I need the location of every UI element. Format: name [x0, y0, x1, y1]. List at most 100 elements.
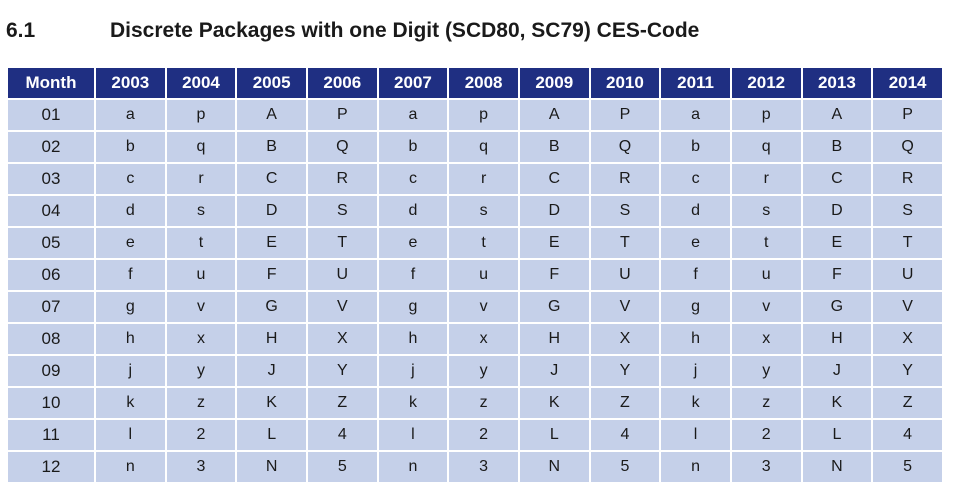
code-cell: K	[519, 388, 589, 418]
code-cell: Y	[873, 356, 942, 386]
column-header-year: 2004	[166, 68, 236, 98]
code-cell: T	[873, 228, 942, 258]
code-cell: H	[519, 324, 589, 354]
column-header-year: 2012	[731, 68, 801, 98]
code-cell: k	[661, 388, 730, 418]
code-cell: D	[802, 196, 872, 226]
code-cell: C	[237, 164, 306, 194]
month-cell: 01	[8, 100, 94, 130]
code-cell: r	[731, 164, 801, 194]
code-cell: E	[802, 228, 872, 258]
code-cell: e	[661, 228, 730, 258]
code-cell: a	[378, 100, 448, 130]
code-cell: G	[802, 292, 872, 322]
code-cell: s	[166, 196, 236, 226]
month-cell: 08	[8, 324, 94, 354]
code-cell: C	[802, 164, 872, 194]
code-cell: q	[731, 132, 801, 162]
code-cell: K	[802, 388, 872, 418]
column-header-year: 2006	[307, 68, 377, 98]
code-cell: Y	[307, 356, 377, 386]
code-cell: p	[449, 100, 518, 130]
code-cell: 3	[731, 452, 801, 482]
code-cell: L	[237, 420, 306, 450]
code-cell: u	[166, 260, 236, 290]
code-cell: V	[590, 292, 660, 322]
code-cell: c	[378, 164, 448, 194]
section-number: 6.1	[6, 19, 36, 42]
code-cell: Z	[590, 388, 660, 418]
code-cell: 3	[449, 452, 518, 482]
column-header-year: 2003	[96, 68, 165, 98]
code-cell: l	[96, 420, 165, 450]
code-cell: b	[378, 132, 448, 162]
code-cell: R	[873, 164, 942, 194]
code-cell: 5	[873, 452, 942, 482]
code-cell: B	[802, 132, 872, 162]
column-header-year: 2008	[449, 68, 518, 98]
code-cell: k	[378, 388, 448, 418]
section-title: Discrete Packages with one Digit (SCD80,…	[110, 19, 700, 42]
code-cell: L	[802, 420, 872, 450]
code-cell: u	[731, 260, 801, 290]
code-cell: 5	[307, 452, 377, 482]
code-cell: G	[237, 292, 306, 322]
code-cell: n	[96, 452, 165, 482]
column-header-month: Month	[8, 68, 94, 98]
code-cell: t	[731, 228, 801, 258]
code-cell: U	[307, 260, 377, 290]
code-cell: C	[519, 164, 589, 194]
column-header-year: 2013	[802, 68, 872, 98]
code-cell: K	[237, 388, 306, 418]
code-cell: c	[661, 164, 730, 194]
table-header-row: Month 2003 2004 2005 2006 2007 2008 2009 2010 201…	[8, 68, 942, 98]
code-cell: 4	[307, 420, 377, 450]
code-cell: X	[307, 324, 377, 354]
code-cell: g	[96, 292, 165, 322]
code-cell: U	[873, 260, 942, 290]
code-cell: J	[237, 356, 306, 386]
column-header-year: 2010	[590, 68, 660, 98]
column-header-year: 2005	[237, 68, 306, 98]
code-cell: b	[661, 132, 730, 162]
code-cell: X	[873, 324, 942, 354]
code-cell: P	[590, 100, 660, 130]
code-cell: B	[519, 132, 589, 162]
code-cell: N	[519, 452, 589, 482]
code-cell: A	[519, 100, 589, 130]
section-heading: 6.1 Discrete Packages with one Digit (SC…	[6, 16, 699, 46]
code-cell: f	[96, 260, 165, 290]
column-header-year: 2009	[519, 68, 589, 98]
code-cell: Q	[590, 132, 660, 162]
code-cell: a	[96, 100, 165, 130]
code-cell: S	[590, 196, 660, 226]
table-row: 12 n 3 N 5 n 3 N 5 n 3 N 5	[8, 452, 942, 482]
code-cell: P	[307, 100, 377, 130]
code-cell: A	[802, 100, 872, 130]
month-cell: 05	[8, 228, 94, 258]
code-cell: R	[307, 164, 377, 194]
code-cell: J	[519, 356, 589, 386]
code-cell: x	[449, 324, 518, 354]
column-header-year: 2011	[661, 68, 730, 98]
month-cell: 04	[8, 196, 94, 226]
code-cell: c	[96, 164, 165, 194]
code-cell: x	[166, 324, 236, 354]
code-cell: D	[237, 196, 306, 226]
code-cell: 4	[590, 420, 660, 450]
month-cell: 07	[8, 292, 94, 322]
code-cell: U	[590, 260, 660, 290]
code-cell: T	[307, 228, 377, 258]
code-cell: 2	[731, 420, 801, 450]
code-cell: t	[166, 228, 236, 258]
code-cell: d	[378, 196, 448, 226]
code-cell: h	[661, 324, 730, 354]
code-cell: k	[96, 388, 165, 418]
